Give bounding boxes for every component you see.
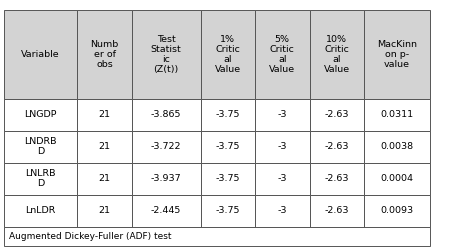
Bar [77,99,132,131]
Bar [132,131,201,163]
Bar [255,99,310,131]
Bar [310,163,364,195]
Text: 0.0038: 0.0038 [381,142,414,151]
Bar [4,10,77,99]
Text: Test
Statist
ic
(Z(t)): Test Statist ic (Z(t)) [151,35,182,74]
Bar [255,131,310,163]
Bar [364,163,430,195]
Text: 10%
Critic
al
Value: 10% Critic al Value [324,35,350,74]
Bar [77,195,132,227]
Bar [201,10,255,99]
Text: -3.865: -3.865 [151,110,182,119]
Text: -3.75: -3.75 [216,142,240,151]
Text: -2.63: -2.63 [325,174,349,183]
Text: -2.63: -2.63 [325,110,349,119]
Bar [310,10,364,99]
Bar [77,131,132,163]
Bar [201,195,255,227]
Text: LNLRB
D: LNLRB D [25,169,56,188]
Bar [132,195,201,227]
Text: -3: -3 [277,174,287,183]
Bar [4,131,77,163]
Bar [310,99,364,131]
Text: 5%
Critic
al
Value: 5% Critic al Value [269,35,295,74]
Text: Augmented Dickey-Fuller (ADF) test: Augmented Dickey-Fuller (ADF) test [9,232,172,240]
Text: -2.63: -2.63 [325,206,349,215]
Bar [364,10,430,99]
Text: 0.0093: 0.0093 [381,206,414,215]
Text: 21: 21 [99,142,110,151]
Text: LNGDP: LNGDP [24,110,57,119]
Bar [255,195,310,227]
Bar [4,163,77,195]
Text: Variable: Variable [21,50,60,59]
Text: MacKinn
on p-
value: MacKinn on p- value [377,40,417,69]
Text: 1%
Critic
al
Value: 1% Critic al Value [215,35,241,74]
Text: LNDRB
D: LNDRB D [24,137,57,156]
Bar [201,163,255,195]
Text: Numb
er of
obs: Numb er of obs [91,40,118,69]
Bar [132,10,201,99]
Bar [364,195,430,227]
Text: LnLDR: LnLDR [25,206,56,215]
Text: -3.75: -3.75 [216,110,240,119]
Text: -3.722: -3.722 [151,142,182,151]
Text: 0.0311: 0.0311 [381,110,414,119]
Text: -3.937: -3.937 [151,174,182,183]
Text: -3.75: -3.75 [216,174,240,183]
Bar [77,163,132,195]
Bar [310,131,364,163]
Bar [255,10,310,99]
Bar [4,195,77,227]
Text: 21: 21 [99,110,110,119]
Text: 21: 21 [99,174,110,183]
Text: -2.63: -2.63 [325,142,349,151]
Bar [364,131,430,163]
Bar [4,227,430,246]
Bar [132,99,201,131]
Bar [255,163,310,195]
Bar [132,163,201,195]
Text: -2.445: -2.445 [151,206,182,215]
Bar [201,99,255,131]
Text: 0.0004: 0.0004 [381,174,414,183]
Bar [201,131,255,163]
Text: -3: -3 [277,206,287,215]
Text: 21: 21 [99,206,110,215]
Bar [310,195,364,227]
Text: -3: -3 [277,110,287,119]
Text: -3: -3 [277,142,287,151]
Bar [4,99,77,131]
Bar [77,10,132,99]
Bar [364,99,430,131]
Text: -3.75: -3.75 [216,206,240,215]
